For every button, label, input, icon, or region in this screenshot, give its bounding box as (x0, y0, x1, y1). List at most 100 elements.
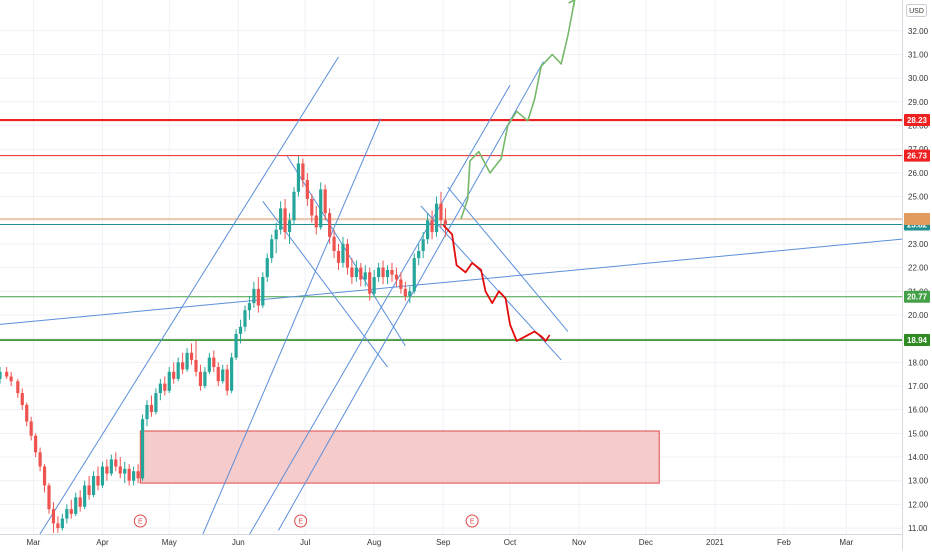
candle-body (301, 163, 305, 180)
currency-label: USD (909, 8, 924, 15)
candle-body (359, 267, 363, 280)
candle-body (149, 404, 154, 413)
y-tick-label: 31.00 (908, 50, 929, 59)
candle-body (408, 291, 412, 297)
candle-body (372, 277, 376, 294)
y-tick-label: 32.00 (908, 27, 929, 36)
candle-body (194, 359, 198, 372)
candle-body (385, 269, 390, 278)
candle-body (225, 369, 229, 391)
candle-body (42, 466, 47, 486)
candle-body (274, 229, 278, 240)
candle-body (283, 208, 287, 233)
candle-body (51, 509, 56, 524)
candle-body (136, 471, 140, 479)
candle-body (377, 267, 381, 278)
candle-body (189, 352, 194, 360)
candle-body (163, 383, 167, 391)
candle-body (319, 189, 323, 228)
x-tick-label: Sep (436, 538, 451, 547)
x-tick-label: Jul (300, 538, 310, 547)
candle-body (345, 243, 350, 268)
candle-body (412, 258, 416, 292)
x-tick-label: Apr (96, 538, 109, 547)
candle-body (132, 471, 136, 481)
candle-body (439, 203, 443, 221)
candle-body (279, 208, 283, 230)
y-tick-label: 15.00 (908, 429, 929, 438)
candle-body (16, 381, 20, 394)
earnings-marker (294, 514, 308, 528)
y-tick-label: 26.00 (908, 169, 929, 178)
candle-body (270, 239, 274, 259)
candle-body (158, 383, 162, 394)
candle-body (221, 369, 225, 382)
candle-body (363, 272, 367, 280)
price-level-tag-label: 20.77 (907, 293, 928, 302)
candle-body (118, 466, 122, 474)
candle-body (25, 404, 29, 422)
candle-body (238, 326, 243, 334)
candle-body (9, 376, 13, 382)
x-tick-label: 2021 (706, 538, 724, 547)
candle-body (96, 475, 100, 486)
candle-body (230, 357, 234, 391)
x-tick-label: Dec (639, 538, 653, 547)
x-tick-label: Aug (367, 538, 381, 547)
candle-body (287, 220, 292, 233)
candle-body (154, 393, 158, 413)
support-zone (139, 430, 660, 484)
y-tick-label: 11.00 (908, 524, 928, 533)
candle-body (78, 497, 82, 507)
candle-body (109, 459, 113, 474)
candle-body (100, 466, 105, 486)
candle-body (69, 509, 73, 514)
candle-body (123, 468, 127, 474)
candle-body (5, 371, 9, 377)
y-tick-label: 14.00 (908, 453, 929, 462)
candle-body (105, 466, 109, 474)
y-tick-label: 16.00 (908, 406, 929, 415)
price-levels-layer (0, 118, 902, 341)
x-tick-label: Mar (839, 538, 853, 547)
support-zone-layer (139, 430, 660, 484)
earnings-marker (465, 514, 479, 528)
currency-box (906, 4, 927, 17)
candle-body (292, 191, 296, 221)
candle-body (381, 267, 385, 278)
candle-body (421, 239, 425, 252)
time-axis-bg (0, 534, 902, 550)
candle-body (390, 269, 394, 275)
candle-body (20, 393, 24, 405)
candle-body (176, 362, 180, 379)
y-tick-label: 30.00 (908, 74, 929, 83)
candle-body (172, 371, 176, 379)
candle-body (417, 251, 421, 259)
projection-down-arrowhead (540, 334, 551, 343)
candle-body (60, 518, 64, 529)
candle-body (185, 352, 189, 370)
channel-line (193, 118, 382, 555)
y-tick-label: 20.00 (908, 311, 929, 320)
candle-body (212, 357, 216, 368)
x-tick-label: Oct (504, 538, 517, 547)
candle-body (198, 371, 203, 386)
candle-body (0, 371, 2, 379)
channel-line (447, 186, 569, 332)
earnings-marker-label: E (470, 519, 475, 526)
candle-body (443, 220, 448, 225)
price-level-tag-label: 28.23 (907, 116, 928, 125)
candle-body (328, 213, 332, 237)
candle-body (310, 198, 314, 216)
candle-body (203, 371, 207, 386)
y-tick-label: 22.00 (908, 264, 929, 273)
candle-body (38, 452, 42, 467)
candle-body (350, 267, 354, 278)
candle-body (74, 497, 78, 514)
price-level-tag-label: 18.94 (907, 336, 928, 345)
candle-body (426, 220, 430, 240)
